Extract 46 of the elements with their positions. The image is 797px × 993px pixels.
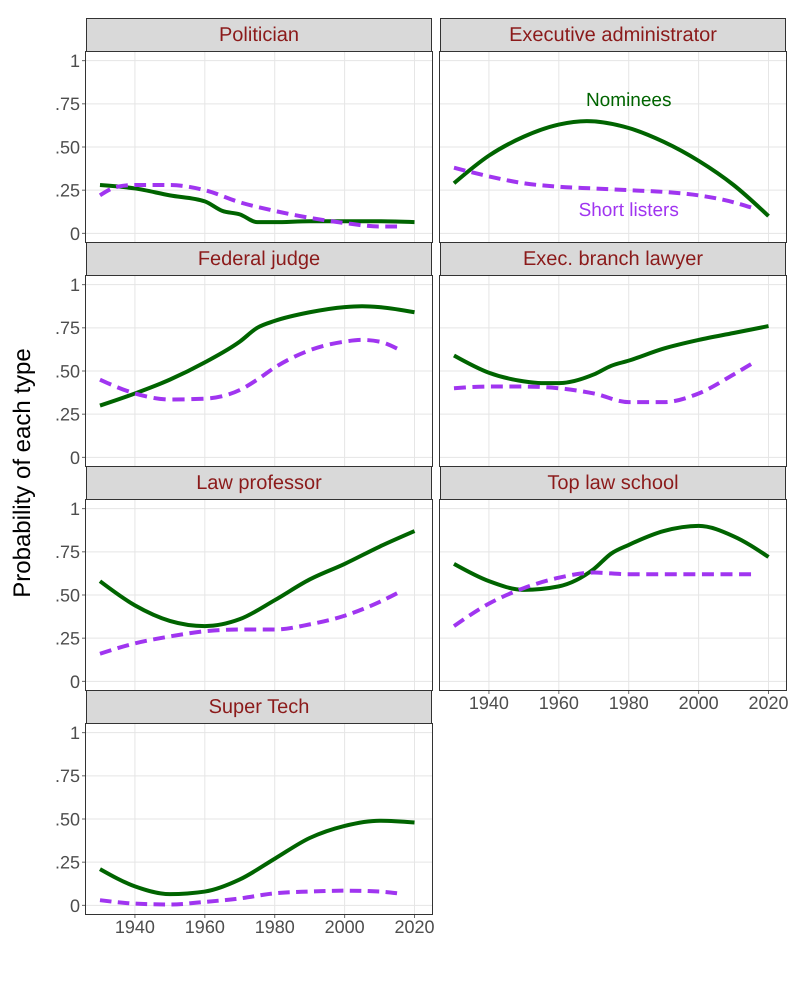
y-tick-label: .75: [54, 318, 80, 338]
y-tick-label: 0: [70, 672, 80, 692]
y-tick-label: 0: [70, 896, 80, 916]
line-series: [98, 529, 417, 628]
y-tick-label: .25: [54, 628, 80, 649]
y-axis-title: Probability of each type: [9, 348, 37, 598]
chart-title: Law professor: [196, 472, 322, 494]
y-tick-label: 1: [70, 51, 80, 72]
series-label: Nominees: [586, 90, 672, 111]
y-tick-label: 1: [70, 499, 80, 520]
x-tick-label: 2000: [324, 916, 365, 937]
y-tick-label: .50: [54, 585, 80, 606]
line-series: [98, 338, 400, 402]
x-tick-label: 1940: [468, 692, 509, 713]
chart-title: Super Tech: [208, 696, 310, 718]
y-tick-label: .25: [54, 180, 80, 201]
line-series: [98, 304, 417, 408]
y-tick-label: .50: [54, 361, 80, 382]
x-tick-label: 1980: [254, 916, 295, 937]
x-tick-label: 1980: [608, 692, 649, 713]
chart-title: Executive administrator: [509, 24, 717, 46]
line-series: [98, 818, 417, 896]
x-tick-label: 1960: [184, 916, 225, 937]
chart-title: Top law school: [547, 472, 679, 494]
x-tick-label: 1960: [538, 692, 579, 713]
x-tick-label: 2020: [394, 916, 435, 937]
line-series: [98, 591, 400, 656]
y-tick-label: 1: [70, 275, 80, 296]
x-tick-label: 1940: [114, 916, 155, 937]
y-tick-label: .75: [54, 542, 80, 562]
y-tick-label: .25: [54, 852, 80, 873]
chart-title: Federal judge: [198, 248, 320, 270]
y-tick-label: 0: [70, 224, 80, 244]
chart-title: Politician: [218, 24, 300, 46]
y-tick-label: .25: [54, 404, 80, 425]
x-tick-label: 2020: [748, 692, 789, 713]
series-label: Short listers: [578, 200, 679, 222]
y-tick-label: .75: [54, 766, 80, 786]
y-tick-label: .75: [54, 94, 80, 114]
y-tick-label: .50: [54, 137, 80, 158]
line-series: [98, 888, 400, 906]
y-tick-label: 1: [70, 723, 80, 744]
x-tick-label: 2000: [678, 692, 719, 713]
y-tick-label: .50: [54, 809, 80, 830]
y-tick-label: 0: [70, 448, 80, 468]
chart-title: Exec. branch lawyer: [522, 248, 704, 270]
